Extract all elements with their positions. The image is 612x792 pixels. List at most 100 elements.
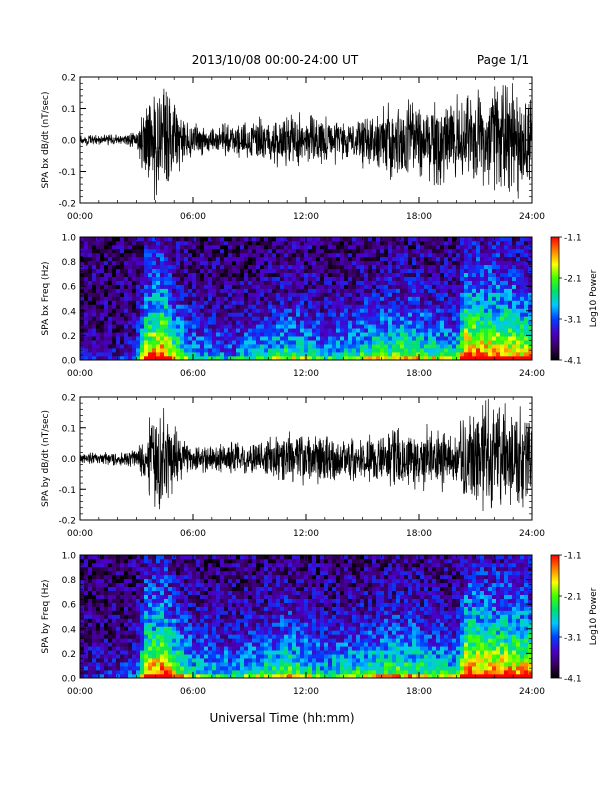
spectrogram-cell xyxy=(316,308,321,313)
spectrogram-cell xyxy=(84,268,89,274)
spectrogram-cell xyxy=(420,348,425,353)
spectrogram-cell xyxy=(168,642,173,647)
spectrogram-cell xyxy=(292,332,297,337)
spectrogram-cell xyxy=(124,594,129,599)
spectrogram-cell xyxy=(184,646,189,651)
spectrogram-cell xyxy=(136,308,141,313)
spectrogram-cell xyxy=(192,348,197,353)
spectrogram-cell xyxy=(152,555,157,560)
spectrogram-cell xyxy=(360,276,365,281)
spectrogram-cell xyxy=(528,268,533,274)
spectrogram-cell xyxy=(528,264,533,270)
spectrogram-cell xyxy=(504,340,509,345)
spectrogram-cell xyxy=(212,244,217,250)
spectrogram-cell xyxy=(404,256,409,262)
spectrogram-cell xyxy=(456,240,461,246)
spectrogram-cell xyxy=(280,332,285,337)
spectrogram-cell xyxy=(252,332,257,337)
spectrogram-cell xyxy=(480,300,485,305)
spectrogram-cell xyxy=(164,304,169,309)
spectrogram-cell xyxy=(176,248,181,254)
spectrogram-cell xyxy=(128,662,133,667)
spectrogram-cell xyxy=(524,272,529,277)
spectrogram-cell xyxy=(200,237,205,242)
spectrogram-cell xyxy=(116,332,121,337)
spectrogram-cell xyxy=(216,352,221,357)
x-tick-label: 24:00 xyxy=(519,369,545,379)
spectrogram-cell xyxy=(232,324,237,329)
spectrogram-cell xyxy=(180,284,185,289)
spectrogram-cell xyxy=(480,296,485,301)
spectrogram-cell xyxy=(456,332,461,337)
spectrogram-cell xyxy=(136,237,141,242)
spectrogram-cell xyxy=(408,300,413,305)
spectrogram-cell xyxy=(184,578,189,584)
spectrogram-cell xyxy=(472,256,477,262)
spectrogram-cell xyxy=(204,300,209,305)
spectrogram-cell xyxy=(464,244,469,250)
spectrogram-cell xyxy=(436,332,441,337)
spectrogram-cell xyxy=(188,308,193,313)
spectrogram-cell xyxy=(156,304,161,309)
spectrogram-cell xyxy=(220,248,225,254)
spectrogram-cell xyxy=(380,244,385,250)
spectrogram-cell xyxy=(180,340,185,345)
spectrogram-cell xyxy=(184,272,189,277)
spectrogram-cell xyxy=(176,296,181,301)
spectrogram-cell xyxy=(172,594,177,599)
spectrogram-cell xyxy=(136,614,141,619)
spectrogram-cell xyxy=(88,248,93,254)
spectrogram-cell xyxy=(240,320,245,325)
spectrogram-cell xyxy=(424,268,429,274)
spectrogram-cell xyxy=(324,284,329,289)
spectrogram-cell xyxy=(280,304,285,309)
spectrogram-cell xyxy=(100,300,105,305)
spectrogram-cell xyxy=(520,272,525,277)
spectrogram-cell xyxy=(188,340,193,345)
spectrogram-cell xyxy=(208,630,213,635)
spectrogram-cell xyxy=(116,555,121,560)
spectrogram-cell xyxy=(104,256,109,262)
spectrogram-cell xyxy=(480,244,485,250)
spectrogram-cell xyxy=(128,582,133,588)
spectrogram-cell xyxy=(464,288,469,293)
spectrogram-cell xyxy=(468,252,473,258)
spectrogram-cell xyxy=(128,566,133,572)
spectrogram-cell xyxy=(312,300,317,305)
spectrogram-cell xyxy=(200,272,205,277)
spectrogram-cell xyxy=(508,284,513,289)
spectrogram-cell xyxy=(340,324,345,329)
spectrogram-cell xyxy=(196,642,201,647)
spectrogram-cell xyxy=(100,618,105,623)
spectrogram-cell xyxy=(224,248,229,254)
spectrogram-cell xyxy=(416,284,421,289)
spectrogram-cell xyxy=(524,268,529,274)
spectrogram-cell xyxy=(388,336,393,341)
spectrogram-cell xyxy=(204,646,209,651)
spectrogram-cell xyxy=(500,248,505,254)
spectrogram-cell xyxy=(376,312,381,317)
spectrogram-cell xyxy=(164,562,169,568)
spectrogram-cell xyxy=(216,292,221,297)
spectrogram-cell xyxy=(96,276,101,281)
spectrogram-cell xyxy=(120,276,125,281)
spectrogram-cell xyxy=(144,602,149,607)
spectrogram-cell xyxy=(172,586,177,592)
spectrogram-cell xyxy=(220,304,225,309)
spectrogram-cell xyxy=(456,320,461,325)
spectrogram-cell xyxy=(420,276,425,281)
spectrogram-cell xyxy=(112,237,117,242)
spectrogram-cell xyxy=(156,260,161,266)
spectrogram-cell xyxy=(196,248,201,254)
spectrogram-cell xyxy=(240,244,245,250)
spectrogram-cell xyxy=(284,312,289,317)
spectrogram-cell xyxy=(464,324,469,329)
spectrogram-cell xyxy=(144,320,149,325)
spectrogram-cell xyxy=(520,340,525,345)
spectrogram-cell xyxy=(188,674,193,679)
spectrogram-cell xyxy=(96,598,101,603)
spectrogram-cell xyxy=(196,340,201,345)
spectrogram-cell xyxy=(272,237,277,242)
spectrogram-cell xyxy=(320,240,325,246)
spectrogram-cell xyxy=(416,352,421,357)
